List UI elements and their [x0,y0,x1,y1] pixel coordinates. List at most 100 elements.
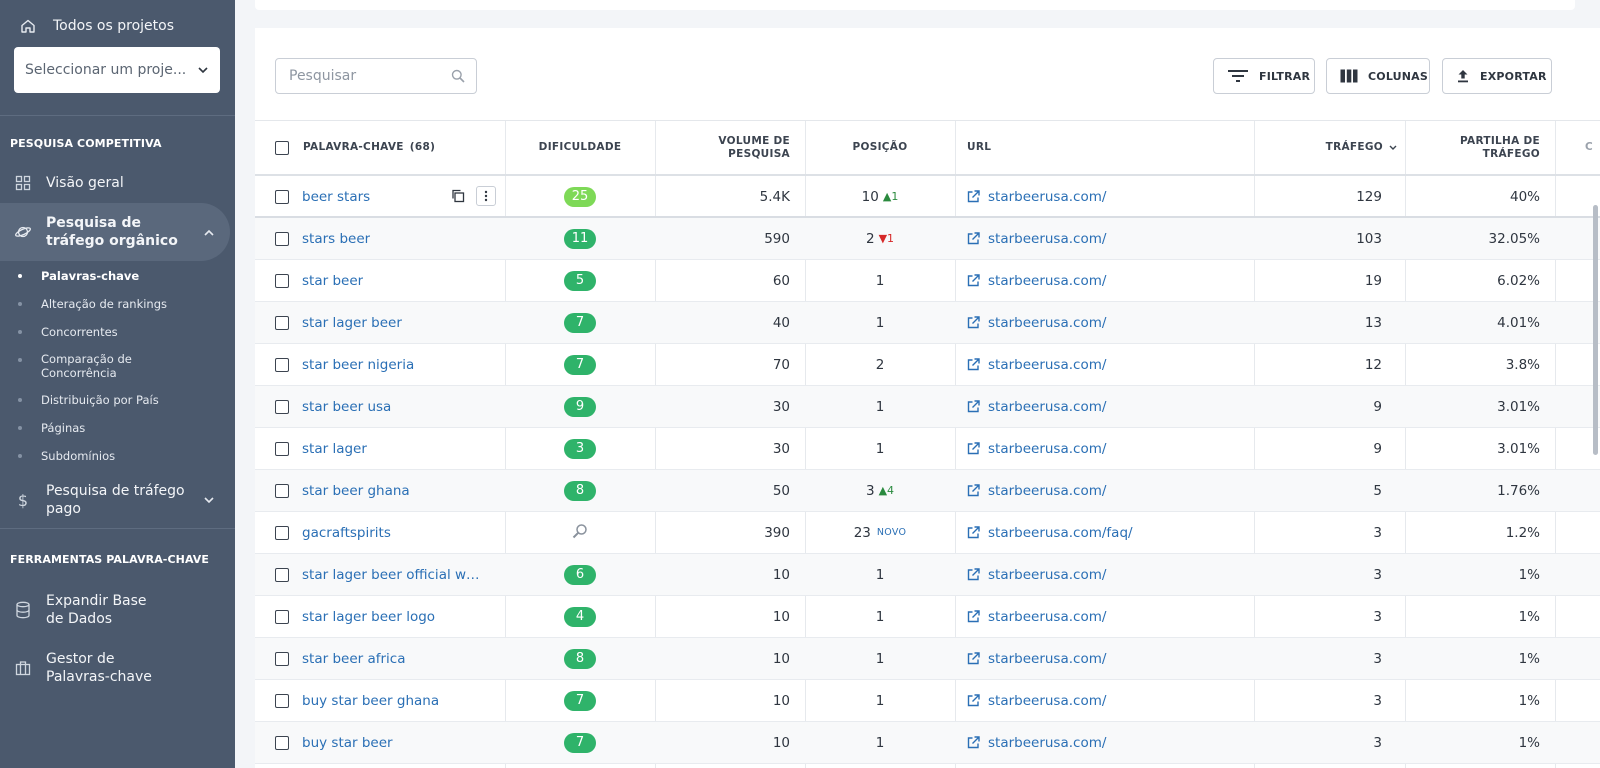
sidebar-sub-competitors[interactable]: Concorrentes [18,325,118,339]
url-cell[interactable]: starbeerusa.com/ [967,302,1106,343]
url-cell[interactable]: starbeerusa.com/ [967,596,1106,637]
external-link-icon[interactable] [967,484,980,497]
keyword-cell[interactable]: star beer nigeria [302,344,487,385]
keyword-cell[interactable]: buy star beer ghana [302,680,487,721]
keyword-cell[interactable]: gacraftspirits [302,512,487,553]
keyword-cell[interactable]: star lager [302,428,487,469]
url-cell[interactable]: starbeerusa.com/ [967,638,1106,679]
header-search-volume[interactable]: VOLUME DE PESQUISA [655,121,790,175]
header-difficulty[interactable]: DIFICULDADE [505,121,655,175]
table-row[interactable]: buy star beer 7 10 1 starbeerusa.com/3 1% [255,722,1600,764]
table-row[interactable]: star beer ghana 8 50 3 ▲4 starbeerusa.com/5 1.… [255,470,1600,512]
sidebar-item-organic-traffic[interactable]: Pesquisa de tráfego orgânico [0,203,230,261]
sidebar-item-paid-traffic[interactable]: $ Pesquisa de tráfego pago [0,478,230,522]
external-link-icon[interactable] [967,526,980,539]
url-link[interactable]: starbeerusa.com/ [988,566,1107,583]
search-input[interactable]: Pesquisar [275,58,477,94]
scrollbar[interactable] [1593,205,1598,455]
table-row[interactable]: star beer nigeria 7 70 2 starbeerusa.com/12 3… [255,344,1600,386]
url-link[interactable]: starbeerusa.com/ [988,608,1107,625]
sidebar-item-overview[interactable]: Visão geral [0,168,230,198]
table-row[interactable]: star beer 5 60 1 starbeerusa.com/19 6.02% [255,260,1600,302]
row-checkbox[interactable] [275,596,289,637]
url-cell[interactable]: starbeerusa.com/faq/ [967,512,1133,553]
project-select[interactable]: Seleccionar um proje... [14,47,220,93]
sidebar-item-expand-database[interactable]: Expandir Base de Dados [0,588,230,632]
row-checkbox[interactable] [275,512,289,553]
external-link-icon[interactable] [967,736,980,749]
external-link-icon[interactable] [967,316,980,329]
keyword-link[interactable]: star beer africa [302,650,406,667]
header-url[interactable]: URL [967,121,991,175]
url-cell[interactable]: starbeerusa.com/ [967,386,1106,427]
all-projects-link[interactable]: Todos os projetos [0,0,235,52]
row-checkbox[interactable] [275,386,289,427]
keyword-link[interactable]: stars beer [302,230,371,247]
row-checkbox[interactable] [275,680,289,721]
table-row[interactable]: buy star beer ghana 7 10 1 starbeerusa.com/3… [255,680,1600,722]
header-traffic[interactable]: TRÁFEGO [1255,121,1397,175]
header-traffic-share[interactable]: PARTILHA DE TRÁFEGO [1405,121,1540,175]
row-checkbox[interactable] [275,302,289,343]
row-checkbox[interactable] [275,260,289,301]
keyword-cell[interactable]: star lager beer logo [302,596,487,637]
table-row[interactable]: gacraftspirits 390 23 NOVO starbeerusa.com/f… [255,512,1600,554]
row-checkbox[interactable] [275,722,289,763]
table-row[interactable]: star lager beer 7 40 1 starbeerusa.com/13 4.0… [255,302,1600,344]
external-link-icon[interactable] [967,442,980,455]
url-cell[interactable]: starbeerusa.com/ [967,260,1106,301]
keyword-link[interactable]: star lager beer official webs... [302,566,487,583]
header-position[interactable]: POSIÇÃO [805,121,955,175]
url-cell[interactable]: starbeerusa.com/ [967,344,1106,385]
url-link[interactable]: starbeerusa.com/ [988,692,1107,709]
keyword-link[interactable]: gacraftspirits [302,524,391,541]
url-link[interactable]: starbeerusa.com/ [988,734,1107,751]
url-link[interactable]: starbeerusa.com/ [988,650,1107,667]
external-link-icon[interactable] [967,190,980,203]
sidebar-sub-ranking-changes[interactable]: Alteração de rankings [18,297,167,311]
keyword-link[interactable]: beer stars [302,188,371,205]
keyword-link[interactable]: star lager beer [302,314,402,331]
url-link[interactable]: starbeerusa.com/ [988,272,1107,289]
row-checkbox[interactable] [275,344,289,385]
header-keyword[interactable]: PALAVRA-CHAVE (68) [303,121,435,175]
url-link[interactable]: starbeerusa.com/ [988,356,1107,373]
keyword-link[interactable]: star beer ghana [302,482,410,499]
sidebar-sub-subdomains[interactable]: Subdomínios [18,449,115,463]
header-next-column[interactable]: C [1585,121,1593,175]
row-checkbox[interactable] [275,554,289,595]
table-row[interactable]: star lager 3 30 1 starbeerusa.com/9 3.01% [255,428,1600,470]
keyword-link[interactable]: star beer nigeria [302,356,415,373]
external-link-icon[interactable] [967,568,980,581]
row-checkbox[interactable] [275,218,289,259]
external-link-icon[interactable] [967,274,980,287]
select-all-checkbox[interactable] [275,121,289,175]
url-link[interactable]: starbeerusa.com/ [988,314,1107,331]
table-row[interactable]: stars beer 11 590 2 ▼1 starbeerusa.com/103 32.… [255,218,1600,260]
keyword-link[interactable]: star lager beer logo [302,608,436,625]
table-row[interactable]: star beer usa 9 30 1 starbeerusa.com/9 3.01% [255,386,1600,428]
row-checkbox[interactable] [275,176,289,217]
row-checkbox[interactable] [275,428,289,469]
table-row[interactable]: beer stars 25 5.4K 10 ▲1 starbeerusa.com/129 4… [255,176,1600,218]
url-cell[interactable]: starbeerusa.com/ [967,722,1106,763]
copy-icon[interactable] [448,186,468,206]
url-link[interactable]: starbeerusa.com/ [988,440,1107,457]
columns-button[interactable]: COLUNAS [1326,58,1430,94]
keyword-link[interactable]: star beer usa [302,398,392,415]
external-link-icon[interactable] [967,694,980,707]
keyword-cell[interactable]: star beer usa [302,386,487,427]
external-link-icon[interactable] [967,400,980,413]
sidebar-sub-pages[interactable]: Páginas [18,421,85,435]
url-link[interactable]: starbeerusa.com/ [988,230,1107,247]
url-cell[interactable]: starbeerusa.com/ [967,176,1106,217]
sidebar-item-keyword-manager[interactable]: Gestor de Palavras-chave [0,646,230,690]
more-options-icon[interactable] [476,186,496,206]
url-link[interactable]: starbeerusa.com/ [988,188,1107,205]
external-link-icon[interactable] [967,610,980,623]
sidebar-sub-keywords[interactable]: Palavras-chave [18,269,139,283]
table-row[interactable]: star beer africa 8 10 1 starbeerusa.com/3 1% [255,638,1600,680]
sidebar-sub-country-distribution[interactable]: Distribuição por País [18,393,159,407]
keyword-cell[interactable]: star beer [302,260,487,301]
keyword-cell[interactable]: beer stars [302,176,442,217]
